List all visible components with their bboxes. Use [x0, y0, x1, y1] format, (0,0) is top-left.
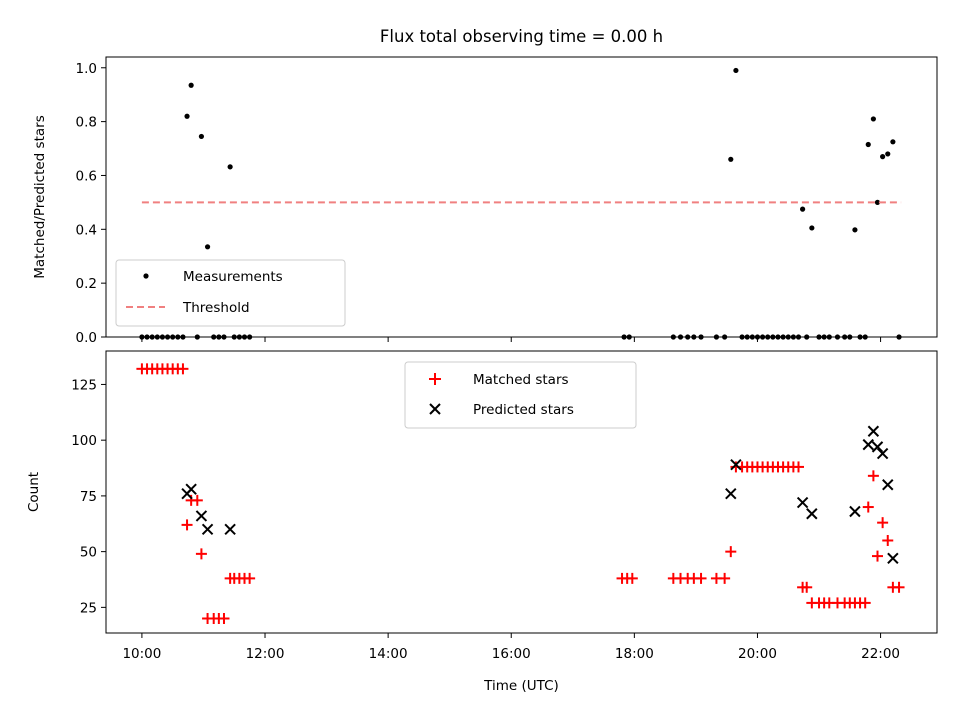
x-axis-label: Time (UTC)	[483, 678, 559, 694]
measurement-point	[188, 82, 194, 88]
top-y-tick-label: 0.0	[76, 330, 97, 346]
x-tick-label: 22:00	[861, 646, 900, 662]
matched-star-point	[867, 470, 879, 482]
measurement-point	[890, 139, 896, 145]
predicted-star-point	[224, 523, 236, 536]
matched-star-point	[871, 550, 883, 562]
measurement-point	[874, 199, 881, 205]
top-y-tick-label: 0.2	[76, 276, 97, 292]
top-y-tick-label: 1.0	[76, 61, 97, 77]
x-tick-label: 20:00	[738, 646, 777, 662]
measurement-point	[800, 206, 806, 212]
legend-dot-marker	[143, 273, 149, 279]
top-y-tick-label: 0.8	[76, 115, 97, 131]
measurement-point	[733, 67, 739, 74]
predicted-star-point	[876, 447, 889, 460]
matched-star-point	[877, 517, 889, 529]
matched-star-point	[801, 581, 813, 593]
predicted-star-point	[849, 505, 861, 518]
measurement-point	[880, 154, 886, 160]
bottom-y-tick-label: 100	[71, 433, 97, 449]
x-tick-label: 12:00	[246, 646, 285, 662]
measurement-point	[885, 151, 891, 157]
legend-label-predicted: Predicted stars	[473, 402, 574, 418]
legend-x-marker	[429, 403, 441, 415]
bottom-axes-frame	[105, 350, 938, 634]
matched-star-point	[181, 519, 193, 531]
matched-star-point	[725, 546, 737, 558]
matched-star-point	[191, 494, 203, 506]
bottom-y-tick-label: 50	[80, 545, 97, 561]
bottom-panel: Count Time (UTC) 10:00 12:00 14:00 16:00 18:…	[26, 350, 938, 694]
measurement-point	[184, 113, 190, 119]
measurement-point	[728, 156, 734, 162]
measurement-point	[204, 244, 211, 250]
bottom-y-axis-label: Count	[26, 472, 42, 512]
matched-star-point	[218, 613, 230, 625]
x-tick-label: 16:00	[492, 646, 531, 662]
legend-label-measurements: Measurements	[183, 269, 283, 285]
matched-star-point	[793, 461, 804, 473]
bottom-y-tick-label: 75	[80, 489, 97, 505]
matched-star-point	[893, 581, 905, 593]
matched-star-point	[882, 534, 894, 546]
x-tick-label: 18:00	[615, 646, 654, 662]
predicted-star-point	[201, 523, 214, 536]
matched-star-point	[862, 501, 874, 513]
measurement-point	[865, 141, 871, 148]
predicted-star-point	[730, 458, 742, 471]
predicted-star-point	[185, 483, 197, 495]
top-legend: Measurements Threshold	[115, 259, 346, 327]
x-tick-label: 10:00	[122, 646, 161, 662]
measurement-point	[227, 164, 233, 170]
top-y-axis-label: Matched/Predicted stars	[32, 115, 48, 278]
legend-label-matched: Matched stars	[473, 372, 569, 388]
predicted-star-point	[195, 510, 208, 522]
matched-star-point	[859, 597, 871, 609]
x-tick-label: 14:00	[369, 646, 408, 662]
matched-star-point	[719, 572, 731, 584]
matched-star-point	[695, 572, 707, 584]
top-y-tick-label: 0.6	[76, 168, 97, 184]
legend-plus-marker	[429, 373, 441, 385]
bottom-plot-area	[136, 363, 905, 625]
predicted-star-point	[725, 487, 737, 500]
predicted-star-point	[862, 438, 874, 451]
matched-star-point	[244, 572, 256, 584]
top-y-tick-label: 0.4	[76, 222, 97, 238]
measurement-point	[870, 116, 876, 122]
bottom-y-tick-label: 125	[71, 377, 97, 393]
measurement-point	[852, 227, 858, 233]
matched-star-point	[177, 363, 189, 375]
predicted-star-point	[796, 496, 809, 509]
predicted-star-point	[887, 552, 899, 565]
measurement-point	[809, 225, 815, 231]
matched-star-point	[195, 548, 207, 560]
chart-title: Flux total observing time = 0.00 h	[380, 27, 663, 46]
predicted-star-point	[871, 441, 884, 453]
bottom-legend-box	[404, 361, 637, 429]
predicted-star-point	[867, 425, 880, 437]
bottom-legend: Matched stars Predicted stars	[404, 361, 637, 429]
bottom-ticks: 10:00 12:00 14:00 16:00 18:00 20:00 22:00 25 50 7…	[71, 377, 900, 662]
bottom-y-tick-label: 25	[80, 600, 97, 616]
matched-star-point	[626, 572, 638, 584]
legend-label-threshold: Threshold	[182, 300, 250, 316]
top-legend-box	[115, 259, 346, 327]
top-axes-frame	[105, 56, 938, 338]
measurement-point	[198, 133, 205, 140]
top-panel: Flux total observing time = 0.00 h Match…	[32, 27, 938, 346]
predicted-star-point	[806, 508, 818, 520]
predicted-star-point	[882, 479, 894, 491]
top-ticks: 0.0 0.2 0.4 0.6 0.8 1.0	[76, 61, 882, 346]
